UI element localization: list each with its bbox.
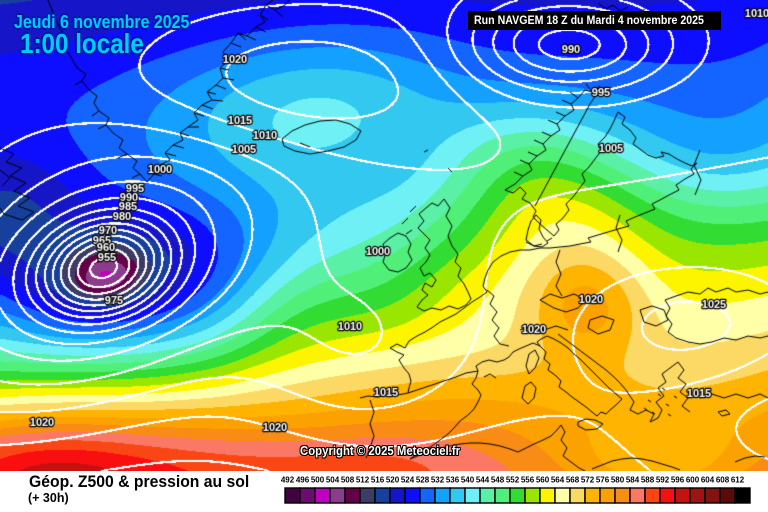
svg-text:492: 492 xyxy=(281,476,295,485)
svg-text:508: 508 xyxy=(341,476,355,485)
svg-text:596: 596 xyxy=(671,476,685,485)
svg-text:516: 516 xyxy=(371,476,385,485)
svg-text:520: 520 xyxy=(386,476,400,485)
svg-text:576: 576 xyxy=(596,476,610,485)
svg-text:600: 600 xyxy=(686,476,700,485)
svg-text:580: 580 xyxy=(611,476,625,485)
svg-text:548: 548 xyxy=(491,476,505,485)
svg-text:512: 512 xyxy=(356,476,370,485)
svg-text:544: 544 xyxy=(476,476,490,485)
svg-text:592: 592 xyxy=(656,476,670,485)
svg-text:560: 560 xyxy=(536,476,550,485)
svg-text:540: 540 xyxy=(461,476,475,485)
svg-text:504: 504 xyxy=(326,476,340,485)
svg-text:496: 496 xyxy=(296,476,310,485)
svg-text:564: 564 xyxy=(551,476,565,485)
svg-text:500: 500 xyxy=(311,476,325,485)
svg-text:612: 612 xyxy=(731,476,745,485)
svg-text:568: 568 xyxy=(566,476,580,485)
svg-text:588: 588 xyxy=(641,476,655,485)
svg-text:572: 572 xyxy=(581,476,595,485)
svg-text:604: 604 xyxy=(701,476,715,485)
svg-text:536: 536 xyxy=(446,476,460,485)
svg-text:552: 552 xyxy=(506,476,520,485)
svg-text:532: 532 xyxy=(431,476,445,485)
svg-text:608: 608 xyxy=(716,476,730,485)
svg-text:524: 524 xyxy=(401,476,415,485)
svg-text:556: 556 xyxy=(521,476,535,485)
svg-text:584: 584 xyxy=(626,476,640,485)
svg-text:528: 528 xyxy=(416,476,430,485)
